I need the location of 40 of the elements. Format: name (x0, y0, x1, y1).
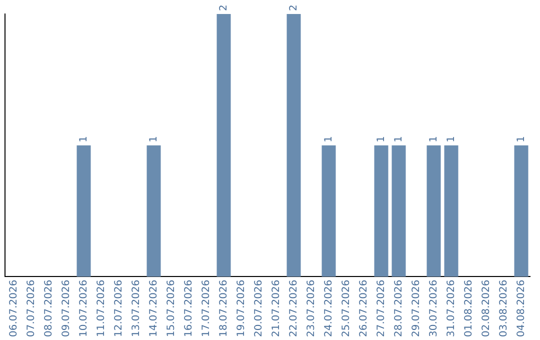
x-tick-label: 13.07.2026 (130, 280, 142, 338)
x-tick-label: 02.08.2026 (480, 280, 492, 338)
x-tick-label: 17.07.2026 (200, 280, 212, 338)
x-tick-label: 23.07.2026 (306, 280, 317, 338)
x-tick-label: 08.07.2026 (43, 280, 54, 338)
x-tick-label: 24.07.2026 (323, 280, 334, 338)
x-tick-label: 10.07.2026 (78, 280, 90, 338)
x-tick-label: 04.08.2026 (516, 280, 527, 338)
x-tick-label: 28.07.2026 (393, 280, 404, 338)
data-label: 1 (78, 136, 90, 142)
x-tick-label: 25.07.2026 (340, 280, 352, 338)
data-label: 1 (376, 136, 387, 142)
x-tick-label: 12.07.2026 (113, 280, 124, 338)
x-tick-label: 07.07.2026 (26, 280, 37, 338)
data-label: 2 (288, 4, 300, 11)
x-tick-label: 31.07.2026 (446, 280, 457, 338)
x-tick-label: 16.07.2026 (183, 280, 194, 338)
x-tick-label: 29.07.2026 (410, 280, 422, 338)
x-tick-label: 30.07.2026 (428, 280, 440, 338)
x-tick-label: 03.08.2026 (498, 280, 510, 338)
x-tick-label: 19.07.2026 (236, 280, 247, 338)
x-tick-label: 11.07.2026 (96, 280, 107, 338)
x-tick-label: 22.07.2026 (288, 280, 300, 338)
x-tick-label: 15.07.2026 (166, 280, 177, 338)
data-label: 1 (323, 136, 334, 142)
data-label: 1 (516, 136, 527, 142)
x-tick-label: 06.07.2026 (8, 280, 20, 338)
x-tick-label: 27.07.2026 (376, 280, 387, 338)
x-tick-label: 21.07.2026 (270, 280, 282, 338)
data-label: 1 (446, 136, 457, 142)
x-tick-label: 20.07.2026 (253, 280, 264, 338)
data-label: 2 (218, 4, 230, 11)
x-tick-label: 18.07.2026 (218, 280, 230, 338)
data-label: 1 (148, 136, 160, 142)
x-tick-label: 01.08.2026 (463, 280, 474, 338)
x-tick-label: 26.07.2026 (358, 280, 370, 338)
x-tick-label: 09.07.2026 (60, 280, 72, 338)
data-label: 1 (393, 136, 404, 142)
data-label: 1 (428, 136, 440, 142)
x-tick-label: 14.07.2026 (148, 280, 160, 338)
